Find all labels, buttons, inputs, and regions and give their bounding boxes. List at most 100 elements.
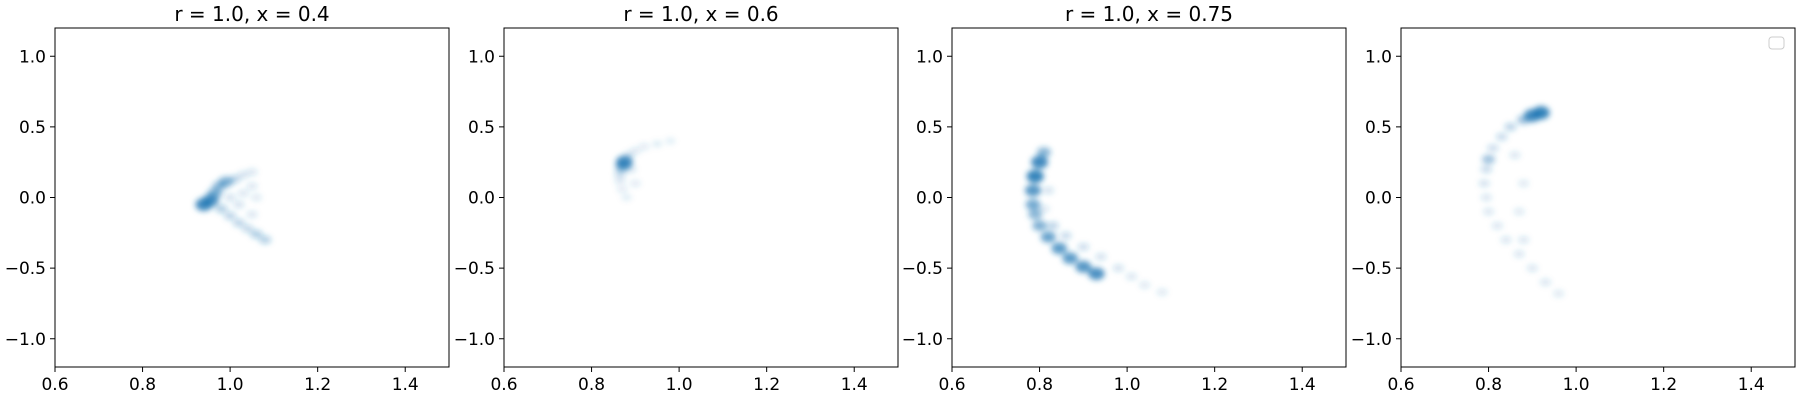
density-point: [1088, 267, 1105, 280]
y-tick-label: 0.5: [916, 118, 943, 138]
density-point: [1038, 205, 1050, 213]
y-tick-label: 1.0: [916, 47, 943, 67]
panel-4: 0.6 0.8 1.0 1.2 1.4 1.0 0.5 0.0 −0.5 −1.0: [1351, 27, 1796, 395]
x-tick-label: 1.0: [666, 375, 693, 395]
density-point: [1513, 208, 1525, 216]
y-tick-label: 0.5: [1365, 118, 1392, 138]
density-point: [651, 140, 663, 148]
density-point: [625, 165, 637, 173]
density-point: [1480, 194, 1492, 201]
density-point: [1495, 132, 1508, 141]
density-point: [1156, 288, 1168, 296]
density-point: [1031, 155, 1048, 169]
x-tick-label: 1.2: [1201, 375, 1228, 395]
x-tick-label: 1.0: [1114, 375, 1141, 395]
density-point: [246, 168, 258, 176]
density-point: [623, 151, 635, 159]
density-point: [1032, 220, 1047, 231]
density-point: [1051, 242, 1068, 255]
density-point: [1024, 184, 1041, 197]
density-point: [1028, 209, 1043, 220]
density-point: [1478, 179, 1490, 187]
density-point: [1139, 281, 1151, 289]
y-tick-label: 0.5: [468, 118, 495, 138]
density-point: [1509, 151, 1521, 159]
density-point: [250, 230, 263, 239]
density-point: [1040, 231, 1056, 243]
density-point: [1504, 122, 1517, 131]
density-point: [1025, 199, 1041, 210]
density-point: [1042, 186, 1054, 195]
y-tick-label: 0.5: [19, 118, 46, 138]
panel-1: r = 1.0, x = 0.4 0.6 0.8 1.0 1.2 1.4 1.0 0.5 0.0…: [5, 2, 450, 395]
density-point: [241, 224, 254, 233]
density-point: [1500, 236, 1512, 244]
density-point: [1062, 252, 1078, 265]
x-tick-label: 1.0: [217, 375, 244, 395]
density-point: [1026, 169, 1044, 183]
density-point: [237, 189, 249, 197]
density-point: [250, 194, 262, 201]
density-point: [1553, 290, 1564, 297]
density-point: [224, 211, 237, 220]
x-tick-label: 0.8: [578, 375, 605, 395]
density-point: [224, 193, 236, 202]
density-point: [614, 177, 626, 185]
density-point: [232, 218, 245, 227]
density-point: [215, 204, 228, 213]
density-point: [1487, 144, 1499, 152]
y-tick-label: −1.0: [902, 330, 943, 350]
y-tick-label: 0.0: [19, 189, 46, 209]
panel-title: r = 1.0, x = 0.6: [623, 2, 778, 26]
density-cloud: [614, 137, 676, 201]
density-point: [1046, 221, 1059, 230]
density-point: [630, 180, 641, 187]
x-tick-label: 1.4: [392, 375, 419, 395]
y-tick-label: 1.0: [1365, 47, 1392, 67]
x-tick-label: 1.2: [304, 375, 331, 395]
density-point: [1095, 253, 1107, 261]
density-point: [233, 200, 245, 209]
density-point: [259, 235, 272, 244]
density-point: [1518, 236, 1530, 244]
panel-3: r = 1.0, x = 0.75 0.6 0.8 1.0 1.2 1.4 1.0 0.5 0.…: [902, 2, 1347, 395]
density-cloud: [1478, 106, 1564, 297]
y-tick-label: 1.0: [19, 47, 46, 67]
y-tick-label: −0.5: [1351, 259, 1392, 279]
y-tick-label: 0.0: [916, 189, 943, 209]
x-tick-label: 1.4: [1738, 375, 1765, 395]
density-point: [1126, 273, 1137, 281]
y-tick-label: 1.0: [468, 47, 495, 67]
density-point: [246, 210, 258, 218]
axes-frame: [503, 27, 899, 368]
density-point: [638, 143, 650, 150]
y-tick-label: 0.0: [1365, 189, 1392, 209]
density-point: [1513, 250, 1525, 258]
density-point: [1516, 115, 1531, 125]
density-point: [665, 137, 676, 145]
y-tick-label: −1.0: [1351, 330, 1392, 350]
density-point: [246, 182, 258, 190]
density-point: [228, 175, 241, 184]
density-point: [1075, 260, 1092, 273]
density-cloud: [195, 168, 272, 244]
legend-box: [1768, 36, 1785, 50]
x-tick-label: 1.2: [753, 375, 780, 395]
density-point: [237, 171, 249, 179]
x-tick-label: 0.8: [1475, 375, 1502, 395]
density-point: [616, 185, 628, 193]
density-cloud: [1024, 147, 1168, 296]
density-point: [1480, 165, 1493, 174]
panel-2: r = 1.0, x = 0.6 0.6 0.8 1.0 1.2 1.4 1.0 0.5 0.0…: [454, 2, 899, 395]
axes-frame: [1400, 27, 1796, 368]
panel-title: r = 1.0, x = 0.75: [1065, 2, 1233, 26]
density-point: [621, 194, 632, 201]
x-tick-label: 0.8: [1026, 375, 1053, 395]
density-point: [1036, 147, 1051, 158]
density-point: [629, 147, 641, 155]
density-point: [1077, 243, 1090, 251]
density-point: [1112, 264, 1124, 272]
y-tick-label: −0.5: [902, 259, 943, 279]
x-tick-label: 0.6: [41, 375, 68, 395]
